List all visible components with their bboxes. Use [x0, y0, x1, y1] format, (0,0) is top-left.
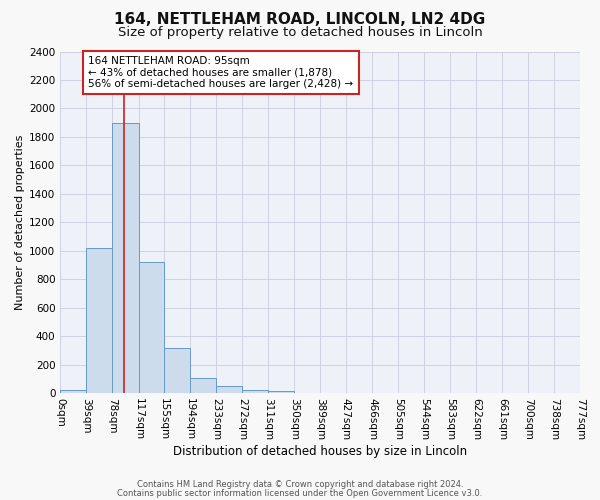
- Text: Contains HM Land Registry data © Crown copyright and database right 2024.: Contains HM Land Registry data © Crown c…: [137, 480, 463, 489]
- Text: 164, NETTLEHAM ROAD, LINCOLN, LN2 4DG: 164, NETTLEHAM ROAD, LINCOLN, LN2 4DG: [115, 12, 485, 28]
- Bar: [139, 262, 164, 394]
- Bar: [242, 390, 268, 394]
- Text: 164 NETTLEHAM ROAD: 95sqm
← 43% of detached houses are smaller (1,878)
56% of se: 164 NETTLEHAM ROAD: 95sqm ← 43% of detac…: [88, 56, 353, 89]
- Bar: [190, 378, 216, 394]
- Bar: [112, 122, 139, 394]
- Bar: [86, 248, 112, 394]
- Bar: [216, 386, 242, 394]
- Y-axis label: Number of detached properties: Number of detached properties: [15, 134, 25, 310]
- Text: Contains public sector information licensed under the Open Government Licence v3: Contains public sector information licen…: [118, 488, 482, 498]
- Bar: [268, 391, 295, 394]
- Bar: [60, 390, 86, 394]
- Bar: [164, 348, 190, 394]
- Text: Size of property relative to detached houses in Lincoln: Size of property relative to detached ho…: [118, 26, 482, 39]
- X-axis label: Distribution of detached houses by size in Lincoln: Distribution of detached houses by size …: [173, 444, 467, 458]
